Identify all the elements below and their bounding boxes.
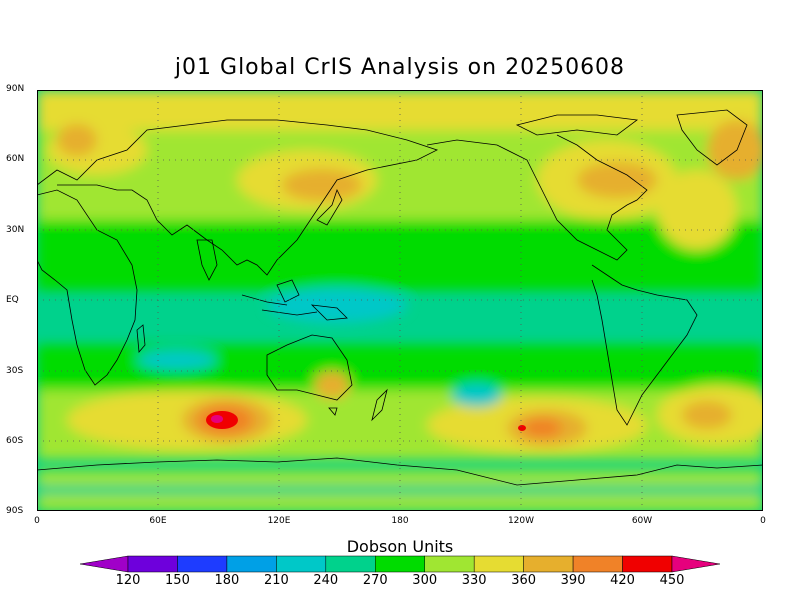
field-peak-red-2	[518, 425, 526, 431]
lat-label-30s: 30S	[6, 366, 24, 376]
map-title: j01 Global CrIS Analysis on 20250608	[174, 55, 626, 80]
colorbar-segment	[473, 555, 524, 573]
colorbar-segment	[127, 555, 178, 573]
field-peak-magenta	[211, 415, 223, 423]
ozone-map	[37, 90, 763, 511]
colorbar-segment	[622, 555, 673, 573]
colorbar-segment	[523, 555, 574, 573]
lat-label-90n: 90N	[6, 84, 25, 94]
colorbar-label: 120	[115, 573, 141, 588]
coast-southamerica	[591, 264, 698, 426]
lon-label-60w: 60W	[631, 516, 653, 526]
colorbar-label: 210	[263, 573, 289, 588]
coastlines	[37, 109, 763, 486]
field-scandinavia-orange	[57, 124, 97, 156]
colorbar-arrow-left	[80, 555, 129, 573]
colorbar-label: 150	[165, 573, 190, 588]
coast-arctic-islands	[515, 114, 639, 136]
colorbar-title: Dobson Units	[346, 537, 454, 556]
colorbar-label: 390	[560, 573, 586, 588]
lat-label-30n: 30N	[6, 225, 25, 235]
colorbar-label: 300	[412, 573, 438, 588]
colorbar-segment	[375, 555, 425, 573]
field-atlantic-yellow	[657, 170, 737, 250]
colorbar-label: 330	[461, 573, 487, 588]
coast-madagascar	[136, 324, 146, 353]
field-southatlantic-orange	[682, 401, 732, 429]
coast-india	[196, 239, 218, 281]
lon-label-60e: 60E	[149, 516, 167, 526]
coast-eurasia	[37, 119, 439, 276]
field-cyan-spacific	[452, 383, 502, 407]
colorbar-label: 450	[659, 573, 685, 588]
coast-australia	[266, 334, 353, 401]
coast-northamerica	[426, 134, 648, 261]
field-tasman-orange	[314, 371, 350, 399]
lat-label-60s: 60S	[6, 436, 24, 446]
field-southpacific-darkorange	[522, 418, 562, 438]
field-greenland-orange	[707, 120, 763, 180]
coast-indonesia-2	[261, 309, 318, 316]
coast-japan	[316, 188, 343, 226]
colorbar-segment	[226, 555, 277, 573]
coast-tasmania	[328, 407, 338, 416]
colorbar-label: 180	[214, 573, 240, 588]
lon-label-0: 0	[34, 516, 40, 526]
coast-antarctica	[37, 457, 763, 486]
field-siberia-orange	[282, 169, 362, 201]
field-antarctic-cyan	[37, 485, 763, 495]
colorbar-segment	[325, 555, 376, 573]
colorbar-arrow-right	[671, 555, 720, 573]
lon-label-120e: 120E	[267, 516, 291, 526]
lat-label-eq: EQ	[6, 295, 19, 305]
colorbar	[80, 555, 720, 573]
coast-greenland	[676, 109, 748, 166]
coast-indonesia-1	[241, 294, 288, 306]
field-cyan-pacific	[267, 287, 407, 323]
colorbar-label: 420	[610, 573, 635, 588]
colorbar-label: 240	[313, 573, 339, 588]
coast-newzealand	[371, 388, 388, 422]
colorbar-segment	[177, 555, 228, 573]
colorbar-segment	[276, 555, 327, 573]
lon-label-0-end: 0	[760, 516, 766, 526]
graticule	[37, 90, 763, 511]
map-frame	[37, 90, 763, 511]
coast-newguinea	[310, 304, 348, 321]
lon-label-120w: 120W	[507, 516, 535, 526]
colorbar-label: 270	[362, 573, 388, 588]
colorbar-segment	[424, 555, 475, 573]
field-cyan-indian	[137, 350, 217, 370]
lon-label-180: 180	[391, 516, 409, 526]
lat-label-60n: 60N	[6, 154, 25, 164]
field-canada-orange	[577, 162, 657, 198]
coast-borneo	[276, 279, 300, 303]
colorbar-label: 360	[511, 573, 537, 588]
lat-label-90s: 90S	[6, 506, 24, 516]
colorbar-segment	[572, 555, 623, 573]
